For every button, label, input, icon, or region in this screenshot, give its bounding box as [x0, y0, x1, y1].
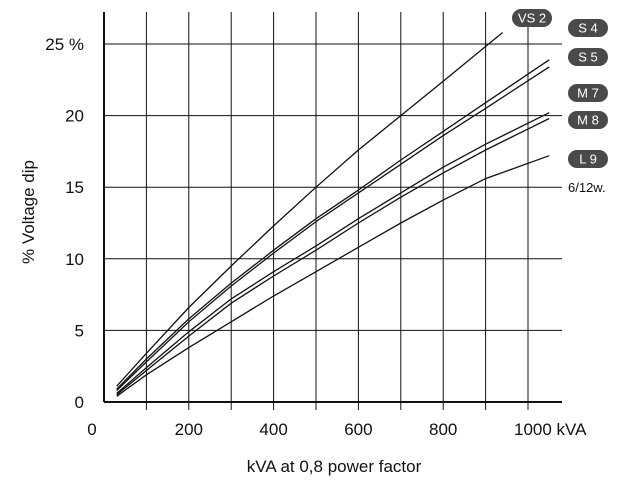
axes — [103, 12, 562, 410]
y-tick-label-15: 15 — [65, 178, 84, 197]
badge-bg-m-7 — [568, 84, 608, 102]
badge-bg-s-4 — [568, 19, 608, 37]
x-tick-label-400: 400 — [259, 420, 287, 439]
series-line-s-5 — [116, 66, 550, 391]
y-axis-title: % Voltage dip — [19, 160, 38, 264]
badge-label-vs-2: VS 2 — [518, 11, 546, 26]
series-line-s-4 — [116, 59, 550, 390]
x-tick-label-0: 0 — [87, 420, 96, 439]
series-line-m-7 — [116, 112, 550, 394]
x-tick-label-200: 200 — [175, 420, 203, 439]
y-tick-label-0: 0 — [75, 393, 84, 412]
series-line-l-9 — [116, 155, 550, 397]
badge-label-s-5: S 5 — [578, 50, 598, 65]
y-tick-label-5: 5 — [75, 321, 84, 340]
y-tick-label-10: 10 — [65, 250, 84, 269]
badge-label-l-9: L 9 — [579, 152, 597, 167]
badge-label-s-4: S 4 — [578, 21, 598, 36]
series-lines — [116, 31, 550, 397]
series-line-vs-2 — [116, 31, 504, 387]
badge-bg-s-5 — [568, 48, 608, 66]
badge-bg-m-8 — [568, 111, 608, 129]
x-tick-label-1000: 1000 kVA — [514, 420, 587, 439]
badge-bg-l-9 — [568, 150, 608, 168]
y-tick-labels: 0 5 10 15 20 25 % — [45, 35, 84, 412]
y-tick-label-20: 20 — [65, 107, 84, 126]
series-line-m-8 — [116, 117, 550, 396]
y-tick-label-25: 25 % — [45, 35, 84, 54]
x-tick-labels: 0 200 400 600 800 1000 kVA — [87, 420, 587, 439]
x-tick-label-600: 600 — [344, 420, 372, 439]
badge-label-m-7: M 7 — [577, 86, 599, 101]
series-badges: VS 2 S 4 S 5 M 7 M 8 L 9 — [512, 9, 608, 168]
x-axis-title: kVA at 0,8 power factor — [247, 457, 422, 476]
note-label: 6/12w. — [568, 180, 606, 195]
badge-label-m-8: M 8 — [577, 113, 599, 128]
badge-bg-vs-2 — [512, 9, 552, 27]
x-tick-label-800: 800 — [429, 420, 457, 439]
